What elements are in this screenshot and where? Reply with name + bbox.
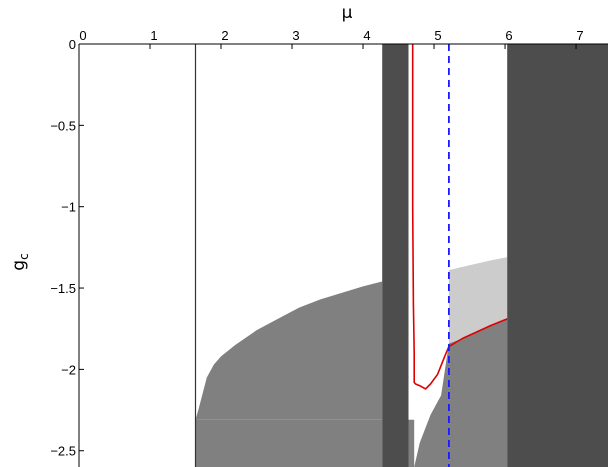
mid-region-1: [195, 419, 383, 467]
y-axis-label-subscript: c: [17, 253, 31, 260]
y-axis-label-main: g: [9, 260, 29, 271]
y-tick-label: −1.5: [50, 281, 76, 296]
dark-region-5: [382, 44, 409, 467]
y-tick-label: 0: [69, 37, 76, 52]
ticks-layer: 0 1 2 3 4 5 6 7 0 −0.5 −1 −1.5 −2 −2.5: [50, 28, 583, 459]
y-tick-label: −0.5: [50, 118, 76, 133]
x-tick-label: 5: [434, 28, 441, 43]
lines-layer: [194, 44, 508, 467]
dark-region-6: [507, 44, 608, 467]
axes-layer: [78, 43, 608, 467]
mid-region-0: [195, 281, 383, 420]
x-tick-label: 1: [150, 28, 157, 43]
x-tick-label: 0: [79, 28, 86, 43]
x-tick-label: 2: [221, 28, 228, 43]
light-region-4: [448, 257, 508, 344]
y-axis-label: gc: [9, 253, 31, 270]
mid-region-3: [414, 318, 508, 467]
svg-text:gc: gc: [9, 253, 31, 270]
x-tick-label: 4: [363, 28, 370, 43]
mid-region-2: [408, 419, 415, 467]
x-axis-label: μ: [342, 3, 353, 23]
y-tick-label: −2: [61, 362, 76, 377]
x-tick-label: 3: [292, 28, 299, 43]
regions-layer: [195, 44, 608, 467]
red-boundary-curve: [411, 44, 508, 390]
y-tick-label: −2.5: [50, 444, 76, 459]
x-tick-label: 6: [505, 28, 512, 43]
x-tick-label: 7: [576, 28, 583, 43]
y-tick-label: −1: [61, 200, 76, 215]
